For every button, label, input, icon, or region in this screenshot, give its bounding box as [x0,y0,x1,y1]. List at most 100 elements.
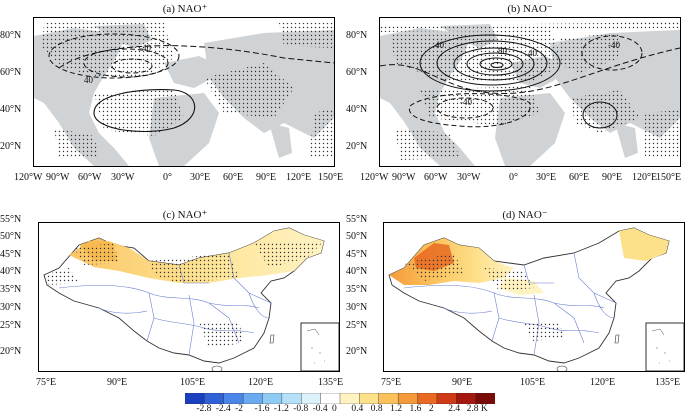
y-tick: 35°N [0,284,22,295]
y-tick: 55°N [0,214,22,225]
x-tick: 120°E [248,377,274,388]
x-tick: 60°E [569,172,590,183]
colorbar-label: -0.8 [293,404,309,414]
x-tick: 90°E [256,172,277,183]
colorbar-label: 2.8 K [466,404,488,414]
panel-b-map: 40 80 40 -40 -40 [379,17,681,167]
x-tick: 0° [163,172,172,183]
colorbar-swatch [223,392,244,405]
panel-b-title: (b) NAO⁻ [507,3,553,15]
panel-a-title: (a) NAO⁺ [162,3,208,15]
colorbar-swatch [436,392,457,405]
x-tick: 90°W [392,172,416,183]
colorbar-label: 1.2 [390,404,402,414]
colorbar-label: 2 [428,404,434,414]
y-tick: 30°N [346,302,368,313]
colorbar-label: 2.4 [448,404,461,414]
panel-a-contour-label: -40 [139,43,151,53]
panel-b-contours [380,34,680,129]
colorbar-swatch [475,392,496,405]
panel-a-svg: -40 40 [34,23,334,166]
x-tick: 105°E [180,377,206,388]
panel-b-significance [380,22,680,160]
colorbar-swatch [301,392,322,405]
x-tick: 150°E [318,172,344,183]
y-tick: 40°N [0,266,22,277]
panel-c-svg [43,227,339,371]
x-tick: 150°E [656,172,682,183]
x-tick: 135°E [655,377,681,388]
colorbar-label: -1.2 [273,404,289,414]
colorbar-swatch [359,392,380,405]
colorbar-swatch [417,392,438,405]
colorbar-swatch [397,392,419,405]
x-tick: 90°E [602,172,623,183]
y-tick: 20°N [346,141,368,152]
y-tick: 50°N [0,231,22,242]
colorbar-swatch [320,392,341,405]
y-tick: 60°N [0,67,22,78]
colorbar-swatches [184,392,496,405]
colorbar-swatch [456,392,477,405]
panel-a-contour-label: 40 [84,75,94,85]
colorbar-label: 1.6 [409,404,422,414]
panel-d-title: (d) NAO⁻ [502,209,548,221]
panel-a-map: -40 40 [33,17,335,167]
colorbar-swatch [378,392,399,405]
x-tick: 90°E [452,377,473,388]
colorbar-label: 0.4 [351,404,364,414]
y-tick: 25°N [0,320,22,331]
panel-d-anomaly-northeast [619,228,669,261]
y-tick: 45°N [0,249,22,260]
panel-c-map [38,222,340,372]
x-tick: 120°W [360,172,389,183]
x-tick: 60°W [424,172,448,183]
x-tick: 30°W [111,172,135,183]
x-tick: 30°W [457,172,481,183]
y-tick: 50°N [346,231,368,242]
colorbar-label: 0.8 [370,404,383,414]
panel-a-contours [48,33,334,133]
panel-b-contour-label: 40 [435,40,445,50]
panel-b-svg: 40 80 40 -40 -40 [380,22,680,166]
colorbar-label: -2 [235,404,244,414]
y-tick: 45°N [346,249,368,260]
x-tick: 30°E [536,172,557,183]
x-tick: 90°W [46,172,70,183]
colorbar-swatch [242,392,264,405]
x-tick: 120°W [14,172,43,183]
y-tick: 55°N [346,214,368,225]
x-tick: 120°E [590,377,616,388]
colorbar-swatch [184,392,205,405]
panel-c-anomaly-warm [69,228,324,283]
y-tick: 20°N [0,141,22,152]
colorbar-label: -2.8 [196,404,212,414]
y-tick: 40°N [0,104,22,115]
x-tick: 0° [509,172,518,183]
x-tick: 60°W [78,172,102,183]
colorbar-swatch [262,392,283,405]
panel-d-inset [645,322,684,371]
colorbar-label: 0 [332,404,337,414]
panel-c-title: (c) NAO⁺ [162,209,208,221]
colorbar [184,391,496,405]
y-tick: 20°N [0,346,22,357]
x-tick: 135°E [318,377,344,388]
panel-c-significance [44,241,324,348]
x-tick: 120°E [632,172,658,183]
y-tick: 35°N [346,284,368,295]
x-tick: 105°E [520,377,546,388]
y-tick: 80°N [346,30,368,41]
panel-d-svg [388,227,684,371]
panel-b-contour-label: 40 [528,48,538,58]
panel-b-contour-label: -40 [460,97,472,107]
y-tick: 40°N [346,104,368,115]
panel-d-significance [404,253,564,341]
panel-c-inset [300,322,339,371]
colorbar-label: -2.4 [215,404,231,414]
y-tick: 20°N [346,346,368,357]
x-tick: 30°E [190,172,211,183]
colorbar-label: -0.4 [312,404,328,414]
colorbar-swatch [204,392,225,405]
colorbar-swatch [339,392,360,405]
